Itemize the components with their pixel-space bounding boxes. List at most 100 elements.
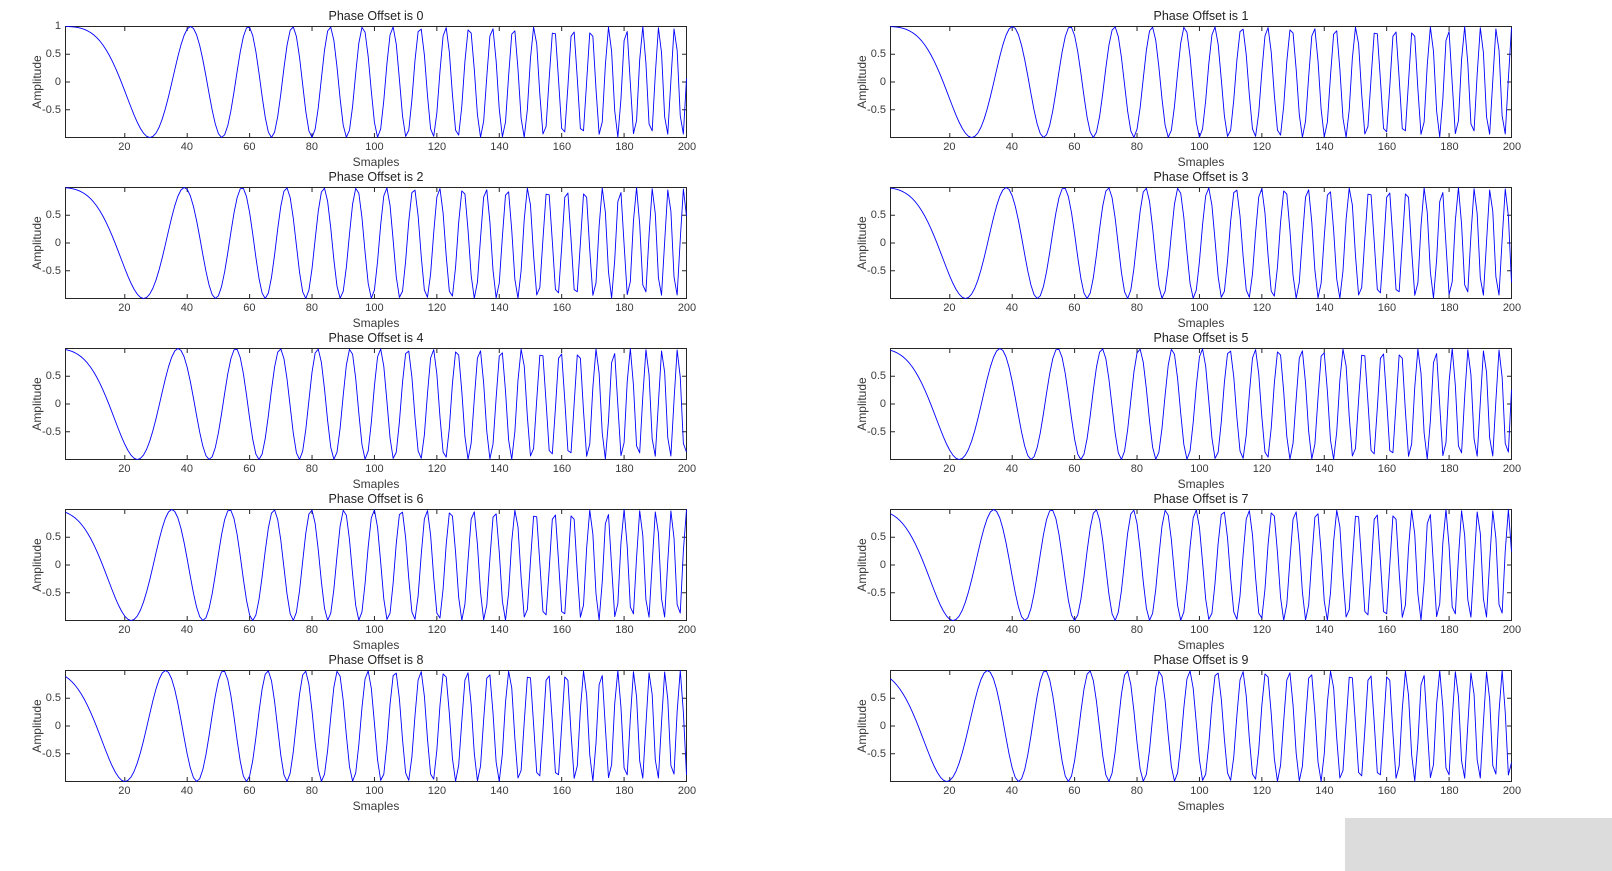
x-tick-label: 60 bbox=[243, 624, 256, 636]
plot-title: Phase Offset is 7 bbox=[1153, 492, 1249, 506]
y-tick-label: -0.5 bbox=[42, 265, 61, 277]
y-tick-label: 0 bbox=[879, 237, 886, 249]
x-tick-label: 160 bbox=[1377, 785, 1397, 797]
x-tick-label: 80 bbox=[305, 141, 319, 153]
subplot: Phase Offset is 7 Amplitude 0.5 0 -0.5 20 4… bbox=[835, 491, 1521, 652]
x-axis-label: Smaples bbox=[352, 477, 400, 491]
x-tick-label: 140 bbox=[490, 302, 509, 314]
y-tick-label: 0 bbox=[54, 237, 61, 249]
x-tick-label: 20 bbox=[943, 302, 956, 314]
y-tick-label: -0.5 bbox=[42, 426, 61, 438]
x-tick-label: 80 bbox=[1130, 463, 1144, 475]
y-tick-label: 0.5 bbox=[870, 209, 886, 221]
plot-canvas bbox=[890, 187, 1512, 299]
x-tick-label: 20 bbox=[943, 624, 956, 636]
x-tick-label: 180 bbox=[615, 624, 634, 636]
x-axis-label: Smaples bbox=[352, 638, 400, 652]
x-tick-label: 180 bbox=[1440, 785, 1459, 797]
x-tick-label: 140 bbox=[1315, 302, 1334, 314]
plot-area bbox=[890, 26, 1512, 138]
plot-canvas bbox=[65, 348, 687, 460]
x-tick-label: 140 bbox=[490, 463, 509, 475]
x-tick-label: 60 bbox=[243, 785, 256, 797]
plot-canvas bbox=[65, 187, 687, 299]
x-axis-label: Smaples bbox=[352, 155, 400, 169]
plot-area bbox=[890, 187, 1512, 299]
plot-title: Phase Offset is 5 bbox=[1153, 331, 1249, 345]
y-tick-label: 0 bbox=[54, 76, 61, 88]
x-axis-label: Smaples bbox=[1177, 638, 1225, 652]
y-tick-label: 0.5 bbox=[45, 692, 61, 704]
y-tick-label: 0 bbox=[54, 559, 61, 571]
x-axis-label: Smaples bbox=[352, 799, 400, 813]
plot-canvas bbox=[65, 509, 687, 621]
x-tick-label: 120 bbox=[427, 785, 447, 797]
plot-area bbox=[65, 670, 687, 782]
x-tick-label: 120 bbox=[1252, 624, 1272, 636]
x-tick-label: 40 bbox=[180, 463, 194, 475]
subplot: Phase Offset is 0 Amplitude 1 0.5 0 -0.5 20… bbox=[10, 8, 696, 169]
plot-title: Phase Offset is 6 bbox=[328, 492, 424, 506]
x-tick-label: 140 bbox=[1315, 624, 1334, 636]
x-tick-label: 100 bbox=[1190, 785, 1209, 797]
x-tick-label: 100 bbox=[1190, 302, 1209, 314]
subplot: Phase Offset is 2 Amplitude 0.5 0 -0.5 20 4… bbox=[10, 169, 696, 330]
x-axis-label: Smaples bbox=[1177, 477, 1225, 491]
x-tick-label: 120 bbox=[1252, 463, 1272, 475]
y-tick-label: 0.5 bbox=[870, 48, 886, 60]
y-tick-label: 0.5 bbox=[45, 48, 61, 60]
x-tick-label: 40 bbox=[180, 141, 194, 153]
x-tick-label: 120 bbox=[427, 624, 447, 636]
x-tick-label: 100 bbox=[365, 141, 384, 153]
y-tick-label: -0.5 bbox=[867, 587, 886, 599]
x-axis-label: Smaples bbox=[1177, 155, 1225, 169]
x-tick-label: 20 bbox=[118, 141, 131, 153]
y-tick-label: 0 bbox=[879, 559, 886, 571]
plot-area bbox=[65, 348, 687, 460]
plot-title: Phase Offset is 2 bbox=[328, 170, 424, 184]
x-tick-label: 20 bbox=[118, 785, 131, 797]
x-tick-label: 80 bbox=[305, 785, 319, 797]
x-tick-label: 120 bbox=[427, 141, 447, 153]
x-tick-label: 20 bbox=[118, 624, 131, 636]
y-tick-label: 0.5 bbox=[45, 370, 61, 382]
plot-area bbox=[890, 348, 1512, 460]
x-tick-label: 60 bbox=[243, 141, 256, 153]
y-tick-label: -0.5 bbox=[42, 104, 61, 116]
subplot: Phase Offset is 6 Amplitude 0.5 0 -0.5 20 4… bbox=[10, 491, 696, 652]
x-axis-label: Smaples bbox=[1177, 316, 1225, 330]
x-tick-label: 180 bbox=[1440, 141, 1459, 153]
x-tick-label: 120 bbox=[1252, 302, 1272, 314]
subplot: Phase Offset is 1 Amplitude 0.5 0 -0.5 20 4… bbox=[835, 8, 1521, 169]
x-tick-label: 180 bbox=[615, 302, 634, 314]
x-tick-label: 200 bbox=[1502, 302, 1522, 314]
x-tick-label: 40 bbox=[1005, 463, 1019, 475]
plot-canvas bbox=[890, 509, 1512, 621]
x-tick-label: 100 bbox=[365, 302, 384, 314]
x-tick-label: 20 bbox=[943, 463, 956, 475]
x-tick-label: 120 bbox=[427, 302, 447, 314]
x-tick-label: 80 bbox=[305, 302, 319, 314]
x-tick-label: 180 bbox=[1440, 624, 1459, 636]
plot-canvas bbox=[65, 26, 687, 138]
x-tick-label: 180 bbox=[615, 141, 634, 153]
x-tick-label: 160 bbox=[552, 302, 572, 314]
y-tick-label: -0.5 bbox=[867, 265, 886, 277]
x-tick-label: 60 bbox=[1068, 463, 1081, 475]
x-tick-label: 40 bbox=[1005, 624, 1019, 636]
x-axis-label: Smaples bbox=[352, 316, 400, 330]
x-tick-label: 140 bbox=[1315, 141, 1334, 153]
x-tick-label: 140 bbox=[1315, 785, 1334, 797]
x-tick-label: 200 bbox=[1502, 463, 1522, 475]
plot-area bbox=[65, 26, 687, 138]
y-tick-label: -0.5 bbox=[42, 748, 61, 760]
x-tick-label: 200 bbox=[677, 141, 697, 153]
x-tick-label: 180 bbox=[1440, 463, 1459, 475]
x-tick-label: 100 bbox=[1190, 624, 1209, 636]
subplot: Phase Offset is 3 Amplitude 0.5 0 -0.5 20 4… bbox=[835, 169, 1521, 330]
x-tick-label: 200 bbox=[1502, 624, 1522, 636]
x-tick-label: 80 bbox=[1130, 302, 1144, 314]
screen-artifact bbox=[1345, 818, 1612, 871]
x-tick-label: 40 bbox=[180, 785, 194, 797]
y-tick-label: 0.5 bbox=[870, 531, 886, 543]
